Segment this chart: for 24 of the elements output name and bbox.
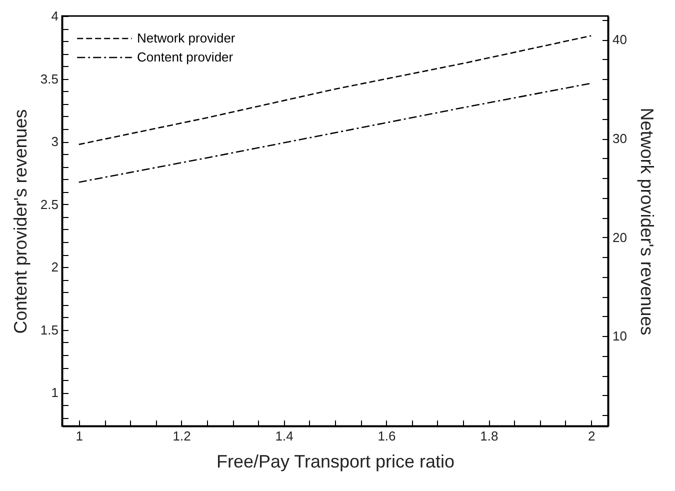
y-tick-label: 2 xyxy=(51,260,58,275)
x-tick-label: 2 xyxy=(588,428,596,444)
y-axis-title: Content provider's revenues xyxy=(10,109,30,334)
y-tick-label: 3 xyxy=(51,134,58,150)
y-tick-label: 2.5 xyxy=(40,196,58,212)
y-tick-label: 3.5 xyxy=(40,71,58,86)
y2-tick-label: 40 xyxy=(612,32,627,48)
x-axis-title: Free/Pay Transport price ratio xyxy=(216,452,455,472)
y2-tick-label: 30 xyxy=(612,131,627,146)
x-tick-label: 1.2 xyxy=(172,428,191,444)
x-tick-label: 1 xyxy=(76,428,84,444)
y-tick-label: 1 xyxy=(51,385,58,400)
y2-tick-label: 10 xyxy=(612,328,627,344)
x-tick-label: 1.6 xyxy=(378,428,396,444)
x-tick-label: 1.8 xyxy=(480,428,498,444)
y2-axis-title: Network provider's revenues xyxy=(636,108,657,336)
y-tick-label: 1.5 xyxy=(40,322,58,338)
y2-tick-label: 20 xyxy=(612,230,627,245)
legend-label: Content provider xyxy=(137,50,234,64)
y-tick-label: 4 xyxy=(51,8,58,24)
line-series xyxy=(78,82,592,183)
legend-label: Network provider xyxy=(137,30,236,46)
x-tick-label: 1.4 xyxy=(275,428,294,444)
line-series xyxy=(78,35,592,146)
